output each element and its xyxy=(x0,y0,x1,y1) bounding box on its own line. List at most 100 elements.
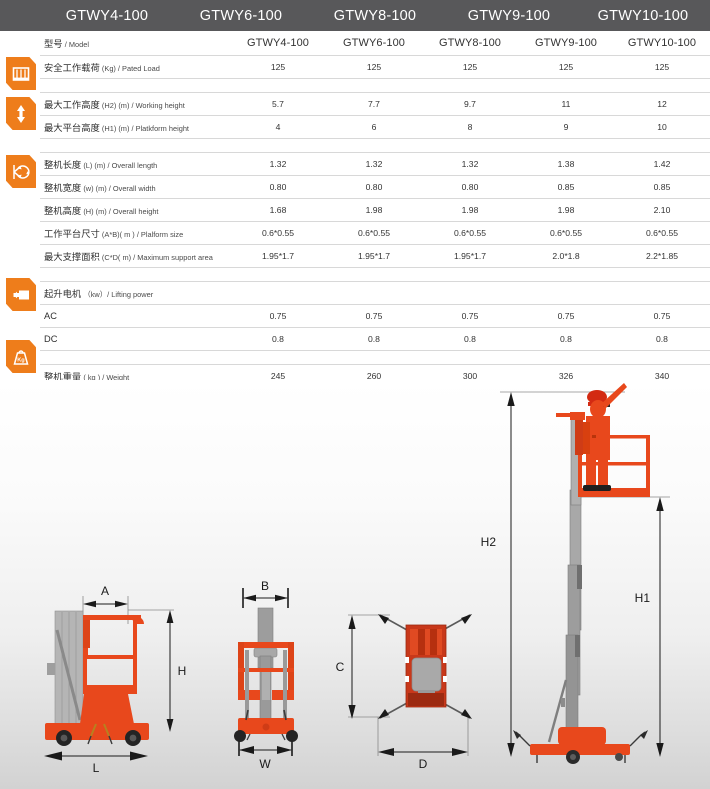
row-label-en: / Model xyxy=(64,40,89,49)
cell-value: 2.0*1.8 xyxy=(518,244,614,268)
row-label-cn: 最大支撑面积 xyxy=(44,252,100,262)
cell-value: 1.95*1.7 xyxy=(230,244,326,268)
row-label-en: (A*B)( m ) / Plalform size xyxy=(101,230,184,239)
dimensions-icon xyxy=(6,155,36,188)
cell-value: 11 xyxy=(518,92,614,116)
row-group-gap xyxy=(40,268,710,282)
cell-value: 0.75 xyxy=(518,304,614,328)
cell-value xyxy=(230,281,326,305)
row-label-platform-size: 工作平台尺寸 (A*B)( m ) / Plalform size xyxy=(40,221,230,245)
cell-value: 9.7 xyxy=(422,92,518,116)
cell-value: 1.42 xyxy=(614,152,710,176)
cell-model-1: GTWY4-100 xyxy=(230,31,326,56)
row-label-en: (Kg) / Pated Load xyxy=(101,64,160,73)
chassis-base xyxy=(513,727,648,764)
table-row: 最大工作高度 (H2) (m) / Working height 5.7 7.7… xyxy=(40,92,710,116)
cell-value xyxy=(326,281,422,305)
cell-value: 0.6*0.55 xyxy=(326,221,422,245)
table-row: 工作平台尺寸 (A*B)( m ) / Plalform size 0.6*0.… xyxy=(40,221,710,245)
row-label-en: AC xyxy=(44,311,57,321)
front-view: B W xyxy=(234,579,298,771)
front-view-machine xyxy=(234,607,298,742)
weight-icon: Kg xyxy=(6,340,36,373)
row-label-en: ( kg ) / Weight xyxy=(83,373,130,382)
cell-value: 1.68 xyxy=(230,198,326,222)
l-label: L xyxy=(93,761,100,775)
row-label-en: （kw）/ Lifting power xyxy=(83,290,154,299)
cell-value: 9 xyxy=(518,115,614,139)
model-header-bar: GTWY4-100 GTWY6-100 GTWY8-100 GTWY9-100 … xyxy=(0,0,710,31)
table-row: 安全工作载荷 (Kg) / Pated Load 125 125 125 125… xyxy=(40,55,710,79)
height-icon xyxy=(6,97,36,130)
cell-value: 1.98 xyxy=(518,198,614,222)
cell-value: 0.6*0.55 xyxy=(230,221,326,245)
row-label-en: (w) (m) / Overall width xyxy=(83,184,156,193)
row-label-cn: 起升电机 xyxy=(44,289,82,299)
cell-value: 7.7 xyxy=(326,92,422,116)
cell-value: 0.8 xyxy=(614,327,710,351)
cell-value: 1.98 xyxy=(326,198,422,222)
cell-value: 0.75 xyxy=(614,304,710,328)
row-label-cn: 最大工作高度 xyxy=(44,100,100,110)
table-row: 整机长度 (L) (m) / Overall length 1.32 1.32 … xyxy=(40,152,710,176)
row-label-cn: 安全工作载荷 xyxy=(44,63,100,73)
cell-value: 0.85 xyxy=(614,175,710,199)
cell-value: 125 xyxy=(614,55,710,79)
cell-value: 0.8 xyxy=(326,327,422,351)
l-dimension: L xyxy=(44,751,148,775)
a-dimension: A xyxy=(82,584,129,624)
motor-icon xyxy=(6,278,36,311)
row-label-rated-load: 安全工作载荷 (Kg) / Pated Load xyxy=(40,55,230,79)
header-model-1: GTWY4-100 xyxy=(65,7,149,24)
operator-figure xyxy=(583,383,627,491)
cell-value: 1.98 xyxy=(422,198,518,222)
side-view: A H L xyxy=(44,584,186,775)
row-label-overall-width: 整机宽度 (w) (m) / Overall width xyxy=(40,175,230,199)
platform-icon xyxy=(6,57,36,90)
c-dimension: C xyxy=(336,614,390,719)
cell-value: 0.75 xyxy=(422,304,518,328)
drawings-canvas: H2 H1 xyxy=(44,383,670,775)
cell-value: 125 xyxy=(230,55,326,79)
spec-icon-rail: Kg xyxy=(0,31,40,380)
row-label-cn: 最大平台高度 xyxy=(44,123,100,133)
row-label-cn: 整机高度 xyxy=(44,206,82,216)
row-label-en: DC xyxy=(44,334,58,344)
h1-label: H1 xyxy=(635,591,651,605)
cell-value: 0.6*0.55 xyxy=(614,221,710,245)
outrigger-legs xyxy=(378,614,472,719)
cell-model-5: GTWY10-100 xyxy=(614,31,710,56)
d-label: D xyxy=(419,757,428,771)
table-row: 起升电机 （kw）/ Lifting power xyxy=(40,281,710,305)
row-label-en: (L) (m) / Overall length xyxy=(83,161,158,170)
b-label: B xyxy=(261,579,269,593)
cell-value: 0.6*0.55 xyxy=(518,221,614,245)
h2-label: H2 xyxy=(481,535,497,549)
a-label: A xyxy=(101,584,109,598)
row-label-cn: 整机重量 xyxy=(44,372,82,382)
header-model-5: GTWY10-100 xyxy=(597,7,689,24)
cell-value: 12 xyxy=(614,92,710,116)
cell-value: 10 xyxy=(614,115,710,139)
row-group-gap xyxy=(40,139,710,153)
h-dimension: H xyxy=(128,609,187,732)
cell-value: 5.7 xyxy=(230,92,326,116)
cell-value: 8 xyxy=(422,115,518,139)
main-operating-view: H2 H1 xyxy=(481,383,670,764)
row-group-gap xyxy=(40,351,710,365)
cell-value xyxy=(614,281,710,305)
w-label: W xyxy=(259,757,271,771)
cell-value: 0.75 xyxy=(230,304,326,328)
cell-value: 4 xyxy=(230,115,326,139)
cell-value: 1.32 xyxy=(230,152,326,176)
cell-value: 1.95*1.7 xyxy=(326,244,422,268)
table-row: 最大平台高度 (H1) (m) / Platkform height 4 6 8… xyxy=(40,115,710,139)
h-label: H xyxy=(178,664,187,678)
cell-value: 125 xyxy=(326,55,422,79)
top-view: C D xyxy=(336,614,472,771)
row-label-working-height: 最大工作高度 (H2) (m) / Working height xyxy=(40,92,230,116)
cell-value: 0.8 xyxy=(422,327,518,351)
cell-model-3: GTWY8-100 xyxy=(422,31,518,56)
table-row: 整机宽度 (w) (m) / Overall width 0.80 0.80 0… xyxy=(40,175,710,199)
cell-value: 1.32 xyxy=(326,152,422,176)
